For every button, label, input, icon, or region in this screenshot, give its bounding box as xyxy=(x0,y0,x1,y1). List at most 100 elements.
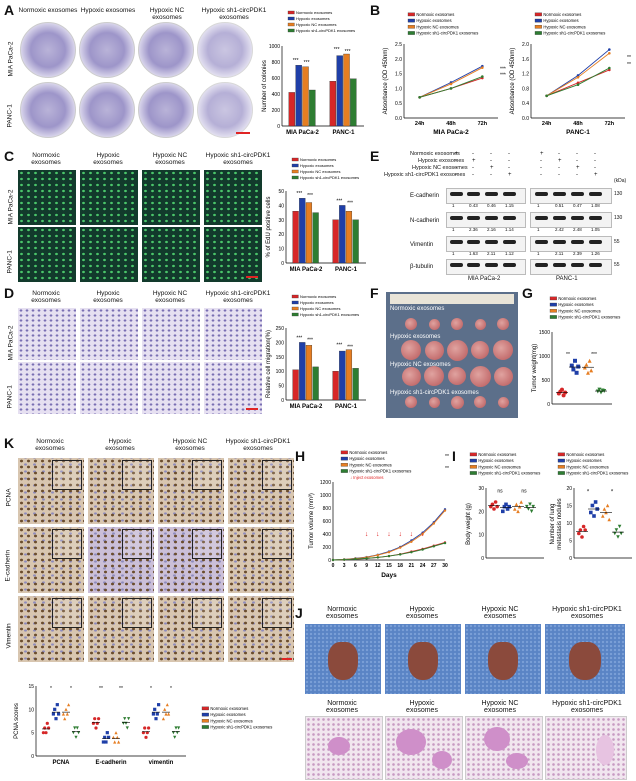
y-tick-label: 0.5 xyxy=(395,101,402,107)
blot-band xyxy=(553,192,566,196)
blot-ratio: 1 xyxy=(537,251,540,256)
zoom-inset xyxy=(52,598,82,628)
y-tick-label: 250 xyxy=(276,326,285,332)
data-point xyxy=(418,95,421,99)
data-point xyxy=(501,509,505,514)
row-label-vim: Vimentin xyxy=(5,623,13,649)
legend-swatch xyxy=(557,452,565,457)
zoom-inset xyxy=(192,529,222,559)
colony-dish xyxy=(20,82,76,138)
treatment-sign: - xyxy=(472,165,474,171)
tumor xyxy=(451,318,463,330)
treatment-sign: - xyxy=(558,172,560,178)
blot-mia-ncad xyxy=(446,212,526,228)
data-point xyxy=(93,717,97,721)
tumor xyxy=(469,365,491,387)
row-label-panc: PANC-1 xyxy=(6,250,14,274)
y-tick-label: 0.0 xyxy=(395,116,402,122)
edu-image xyxy=(18,227,76,282)
ihc-image xyxy=(228,527,294,593)
x-tick-label: 21 xyxy=(409,563,415,569)
row-label-pcna: PCNA xyxy=(5,488,13,507)
panel-letter-e: E xyxy=(370,148,380,164)
data-point xyxy=(584,362,589,367)
data-point xyxy=(443,509,447,512)
y-tick-label: 500 xyxy=(542,378,551,384)
blot-band xyxy=(553,263,566,267)
data-point xyxy=(560,387,564,392)
y-tick-label: 150 xyxy=(276,355,285,361)
tumor xyxy=(446,339,468,361)
data-point xyxy=(173,735,177,739)
data-point xyxy=(365,557,368,560)
legend-label: Hypoxic NC exosomes xyxy=(558,308,600,313)
data-point xyxy=(123,717,127,721)
significance-label: *** xyxy=(293,58,299,64)
blot-band xyxy=(503,216,516,220)
e-label-normoxic: Normoxic exosomes xyxy=(410,151,460,157)
ihc-image xyxy=(228,458,294,524)
data-point xyxy=(165,703,169,707)
data-point xyxy=(61,712,65,716)
y-axis-label: Tumor weight(mg) xyxy=(532,344,538,392)
y-tick-label: 0 xyxy=(31,754,34,760)
data-point xyxy=(117,740,121,744)
y-tick-label: 1.6 xyxy=(522,57,529,63)
data-point xyxy=(516,509,520,514)
treatment-sign: - xyxy=(472,172,474,178)
legend-swatch xyxy=(287,22,295,27)
legend-label: Normoxic exosomes xyxy=(210,706,248,711)
x-tick-label: 3 xyxy=(343,563,346,569)
blot-ratio: 2.39 xyxy=(573,251,582,256)
treatment-sign: + xyxy=(455,151,459,157)
legend-label: Normoxic exosomes xyxy=(558,296,596,301)
he-image xyxy=(385,716,463,780)
significance-label: ** xyxy=(627,55,631,61)
y-tick-label: 800 xyxy=(272,60,281,66)
data-point xyxy=(387,554,391,558)
zoom-inset xyxy=(122,598,152,628)
panel-letter-d: D xyxy=(4,285,15,301)
blot-band xyxy=(589,192,602,196)
data-point xyxy=(493,500,498,504)
bar xyxy=(345,349,353,401)
x-tick-label: 0 xyxy=(332,563,335,569)
x-tick-label: 24h xyxy=(542,121,552,127)
data-point xyxy=(580,535,584,539)
y-tick-label: 200 xyxy=(323,545,332,551)
blot-ratio: 0.43 xyxy=(469,203,478,208)
bar xyxy=(305,202,313,264)
legend-label: Normoxic exosomes xyxy=(478,452,516,457)
blot-band xyxy=(467,240,480,244)
y-tick-label: 20 xyxy=(278,232,284,238)
legend-label: Hypoxic exosomes xyxy=(566,458,601,463)
treatment-sign: - xyxy=(594,165,596,171)
blot-band xyxy=(589,263,602,267)
treatment-sign: - xyxy=(455,172,457,178)
col-header: Hypoxic sh1-circPDK1 exosomes xyxy=(225,438,291,452)
treatment-sign: - xyxy=(540,165,542,171)
data-point xyxy=(481,66,484,69)
zoom-inset xyxy=(52,529,82,559)
y-tick-label: 50 xyxy=(278,189,284,195)
y-axis-label: % of EdU positive cells xyxy=(266,196,272,257)
col-header: Hypoxic sh1-circPDK1 exosomes xyxy=(205,152,271,166)
x-tick-label: MIA PaCa-2 xyxy=(286,130,319,136)
row-label-ecad: E-cadherin xyxy=(4,550,12,582)
tumor xyxy=(493,366,513,386)
data-point xyxy=(343,558,346,561)
chart-c: 0 10 20 30 40 50 % of EdU positive cells MIA Pa… xyxy=(266,157,366,273)
col-header: Hypoxic exosomes xyxy=(105,438,135,452)
y-tick-label: 10 xyxy=(278,247,284,253)
y-tick-label: 0.8 xyxy=(522,86,529,92)
treatment-sign: - xyxy=(508,165,510,171)
blot-band xyxy=(450,263,463,267)
y-tick-label: 600 xyxy=(272,76,281,82)
row-label-mia: MIA PaCa-2 xyxy=(7,189,15,225)
colony-dish xyxy=(138,82,194,138)
panel-letter-g: G xyxy=(522,285,533,301)
bar xyxy=(332,219,339,264)
y-axis-label: PCNA scores xyxy=(14,703,20,739)
data-point xyxy=(75,726,79,730)
